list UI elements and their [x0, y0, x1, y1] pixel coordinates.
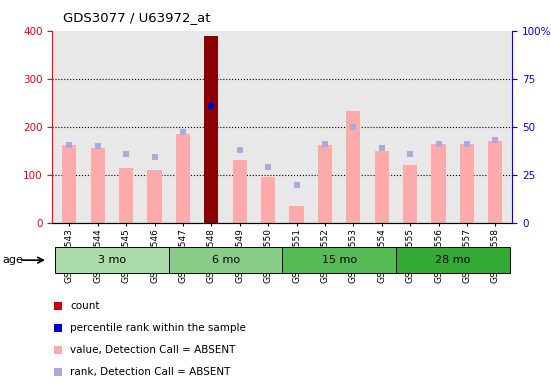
Bar [233, 161, 247, 223]
Text: 15 mo: 15 mo [322, 255, 356, 265]
Bar [261, 177, 276, 223]
Bar [318, 145, 332, 223]
Bar [148, 170, 161, 223]
Bar [460, 144, 474, 223]
Text: value, Detection Call = ABSENT: value, Detection Call = ABSENT [70, 345, 235, 355]
Bar [62, 145, 77, 223]
Bar [488, 141, 503, 223]
Text: 3 mo: 3 mo [98, 255, 126, 265]
Bar [119, 167, 133, 223]
Bar [204, 36, 219, 223]
Bar [204, 36, 219, 223]
Text: rank, Detection Call = ABSENT: rank, Detection Call = ABSENT [70, 367, 230, 377]
Text: GDS3077 / U63972_at: GDS3077 / U63972_at [63, 12, 211, 25]
Bar [403, 165, 417, 223]
Text: 6 mo: 6 mo [212, 255, 240, 265]
Bar [55, 247, 169, 273]
Bar [346, 111, 360, 223]
Text: count: count [70, 301, 99, 311]
Text: 28 mo: 28 mo [435, 255, 471, 265]
Bar [396, 247, 510, 273]
Bar [176, 134, 190, 223]
Text: age: age [2, 255, 23, 265]
Bar [375, 151, 389, 223]
Bar [289, 206, 304, 223]
Bar [431, 144, 446, 223]
Bar [91, 148, 105, 223]
Bar [169, 247, 282, 273]
Bar [282, 247, 396, 273]
Text: percentile rank within the sample: percentile rank within the sample [70, 323, 246, 333]
